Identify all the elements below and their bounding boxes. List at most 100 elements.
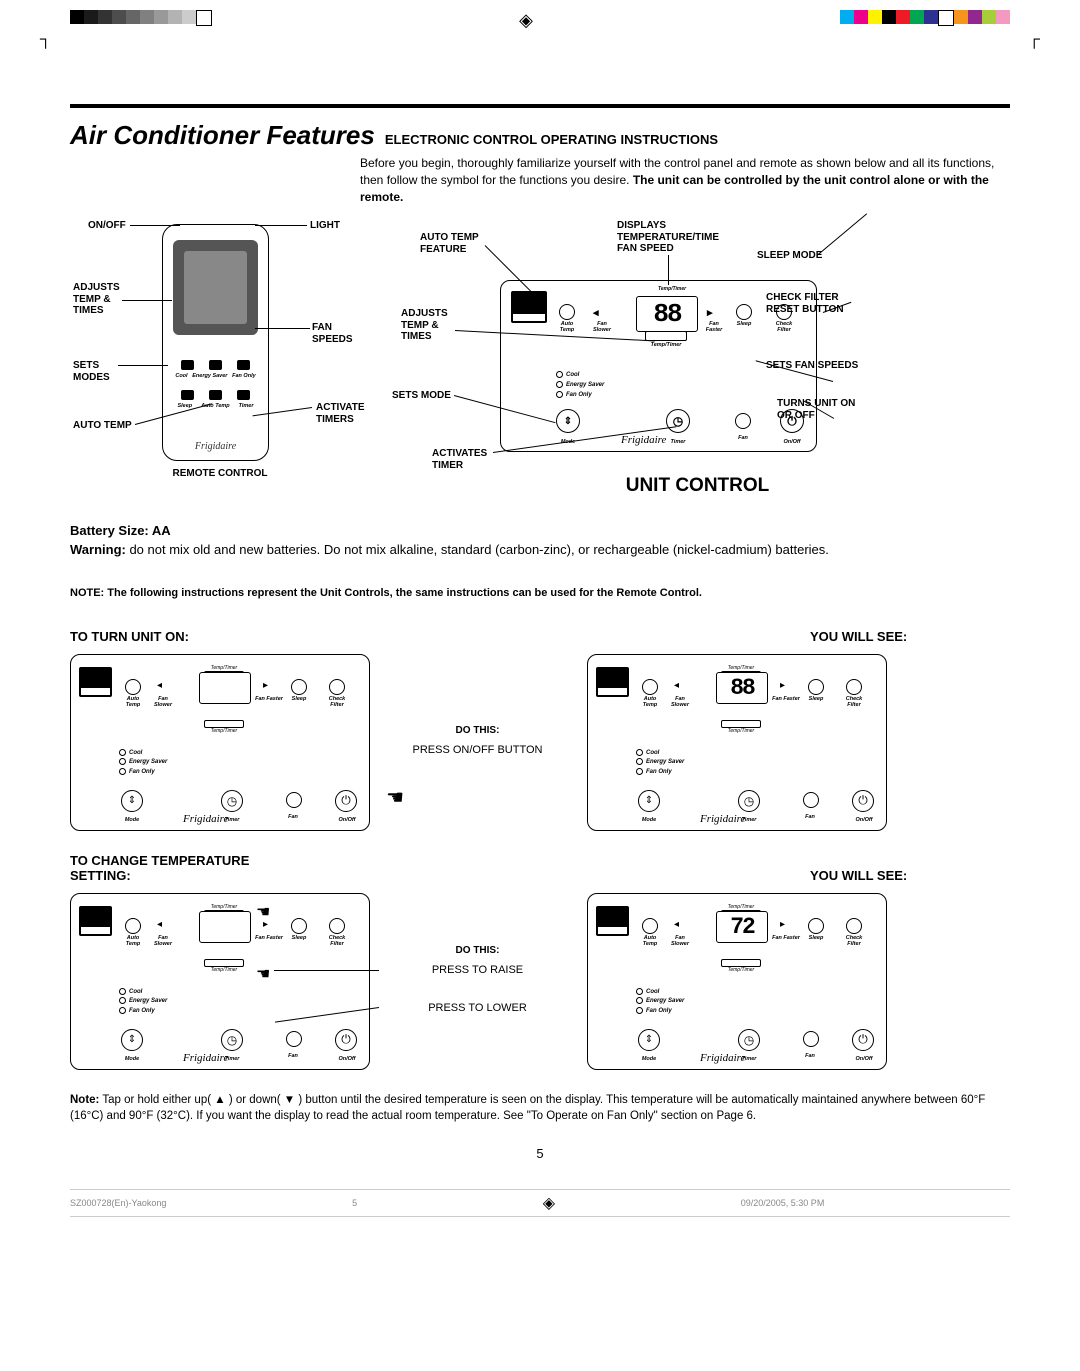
warning-label: Warning:: [70, 542, 126, 557]
fan-icon: [735, 413, 751, 429]
onoff-highlight: ⏻: [335, 790, 357, 812]
print-registration-strip: ◈: [0, 0, 1080, 31]
remote-btn: [181, 390, 194, 400]
step2-action2: PRESS TO LOWER: [380, 1000, 575, 1018]
do-this-label: DO THIS:: [380, 945, 575, 956]
panel-logo: Frigidaire: [621, 434, 666, 446]
pointer-icon: ☚: [386, 785, 404, 810]
label-adjusts: ADJUSTS TEMP & TIMES: [73, 282, 123, 317]
warning-text: do not mix old and new batteries. Do not…: [126, 542, 829, 557]
step1-action-text: PRESS ON/OFF BUTTON: [380, 742, 575, 760]
label-activate: ACTIVATE TIMERS: [316, 402, 371, 425]
remote-caption: REMOTE CONTROL: [70, 468, 370, 479]
unit-control-diagram: 88 Temp/Timer Temp/Timer Auto Temp Fan S…: [385, 220, 1010, 500]
step1-left-heading: TO TURN UNIT ON:: [70, 629, 189, 644]
label-setsmodes: SETS MODES: [73, 360, 123, 383]
pointer-icon: ☚: [256, 902, 270, 922]
display: [199, 672, 251, 704]
mode-button: ⇕: [556, 409, 580, 433]
energy-star-logo: [511, 291, 547, 323]
step2-panel-before: Temp/Timer Auto Temp ◂ Fan Slower ▸ Fan …: [70, 893, 368, 1070]
remote-outline: Cool Energy Saver Fan Only Sleep Auto Te…: [162, 224, 269, 461]
step2-panel-after: Temp/Timer 72 Auto Temp ◂ Fan Slower ▸ F…: [587, 893, 885, 1070]
doc-id: SZ000728(En)-Yaokong: [70, 1198, 166, 1208]
footnote: Note: Tap or hold either up( ▲ ) or down…: [70, 1092, 1010, 1124]
doc-seq: 5: [352, 1198, 357, 1208]
step2-action: DO THIS: PRESS TO RAISE PRESS TO LOWER: [380, 945, 575, 1017]
color-strip: [840, 10, 1010, 31]
step1-headings: TO TURN UNIT ON: YOU WILL SEE:: [70, 629, 1010, 644]
energy-star-logo: [79, 906, 112, 936]
top-rule: [70, 104, 1010, 108]
remote-btn: [237, 360, 250, 370]
energy-star-logo: [79, 667, 112, 697]
unit-control-title: UNIT CONTROL: [385, 475, 1010, 497]
timer-button: ◷: [666, 409, 690, 433]
label-onoff: ON/OFF: [88, 220, 126, 232]
label-setsmode: SETS MODE: [392, 390, 451, 402]
display: [199, 911, 251, 943]
step2-headings: TO CHANGE TEMPERATURE SETTING: YOU WILL …: [70, 853, 1010, 883]
label-autotempfeature: AUTO TEMP FEATURE: [420, 232, 490, 255]
diagram-area: Cool Energy Saver Fan Only Sleep Auto Te…: [70, 220, 1010, 500]
note-controls: NOTE: The following instructions represe…: [70, 587, 1010, 599]
crop-left: ┐: [40, 31, 51, 49]
center-register-mark: ◈: [519, 10, 533, 31]
label-displays: DISPLAYS TEMPERATURE/TIME FAN SPEED: [617, 220, 737, 255]
remote-btn: [181, 360, 194, 370]
doc-timestamp: 09/20/2005, 5:30 PM: [741, 1198, 825, 1208]
footnote-text: Tap or hold either up( ▲ ) or down( ▼ ) …: [70, 1094, 985, 1122]
crop-right: ┌: [1029, 31, 1040, 49]
temp-adj-box: Temp/Timer: [636, 331, 696, 353]
label-light: LIGHT: [310, 220, 340, 232]
label-autotemp: AUTO TEMP: [73, 420, 132, 432]
battery-section: Battery Size: AA Warning: do not mix old…: [70, 522, 1010, 558]
do-this-label: DO THIS:: [380, 725, 575, 736]
main-title: Air Conditioner Features: [70, 120, 375, 151]
step1-panel-before: Temp/Timer Auto Temp ◂ Fan Slower ▸ Fan …: [70, 654, 368, 831]
step1-action: DO THIS: PRESS ON/OFF BUTTON: [380, 725, 575, 760]
intro-paragraph: Before you begin, thoroughly familiarize…: [70, 155, 1010, 205]
autotemp-icon: [559, 304, 575, 320]
remote-control-diagram: Cool Energy Saver Fan Only Sleep Auto Te…: [70, 220, 370, 479]
energy-star-logo: [596, 906, 629, 936]
step2-action1: PRESS TO RAISE: [380, 962, 575, 980]
center-register-mark: ◈: [543, 1193, 555, 1213]
remote-row2: [173, 390, 258, 400]
tt-top: Temp/Timer: [658, 286, 686, 292]
label-sleepmode: SLEEP MODE: [757, 250, 822, 262]
sub-title: ELECTRONIC CONTROL OPERATING INSTRUCTION…: [385, 132, 718, 147]
label-turnsunit: TURNS UNIT ON OR OFF: [777, 398, 857, 421]
footer-meta: SZ000728(En)-Yaokong 5 ◈ 09/20/2005, 5:3…: [70, 1189, 1010, 1217]
label-checkfilter: CHECK FILTER RESET BUTTON: [766, 292, 846, 315]
remote-row1: [173, 360, 258, 370]
step1-right-heading: YOU WILL SEE:: [810, 629, 1010, 644]
step2-left-heading: TO CHANGE TEMPERATURE SETTING:: [70, 853, 270, 883]
mini-panel: Temp/Timer Auto Temp ◂ Fan Slower ▸ Fan …: [70, 654, 370, 831]
label-adjusts-u: ADJUSTS TEMP & TIMES: [401, 308, 461, 343]
energy-star-logo: [596, 667, 629, 697]
crop-marks-top: ┐ ┌: [0, 31, 1080, 49]
label-fanspeeds: FAN SPEEDS: [312, 322, 362, 345]
display: 72: [716, 911, 768, 943]
display: 88: [716, 672, 768, 704]
step2-right-heading: YOU WILL SEE:: [810, 868, 1010, 883]
step1-row: Temp/Timer Auto Temp ◂ Fan Slower ▸ Fan …: [70, 654, 1010, 831]
remote-btn: [237, 390, 250, 400]
remote-btn: [209, 390, 222, 400]
leader-raise: [274, 970, 379, 971]
sleep-icon: [736, 304, 752, 320]
step2-row: Temp/Timer Auto Temp ◂ Fan Slower ▸ Fan …: [70, 893, 1010, 1070]
remote-row2-label: Sleep Auto Temp Timer: [173, 403, 258, 409]
unit-display: 88: [636, 296, 698, 332]
remote-btn: [209, 360, 222, 370]
remote-logo: Frigidaire: [163, 441, 268, 452]
mode-indicators: Cool Energy Saver Fan Only: [556, 371, 604, 400]
label-acttimer: ACTIVATES TIMER: [432, 448, 502, 471]
footnote-label: Note:: [70, 1094, 99, 1106]
battery-title: Battery Size: AA: [70, 523, 171, 538]
remote-screen: [173, 240, 258, 335]
page-header: Air Conditioner Features ELECTRONIC CONT…: [70, 120, 1010, 151]
step1-panel-after: Temp/Timer 88 Auto Temp ◂ Fan Slower ▸ F…: [587, 654, 885, 831]
remote-row1-label: Cool Energy Saver Fan Only: [173, 373, 258, 379]
